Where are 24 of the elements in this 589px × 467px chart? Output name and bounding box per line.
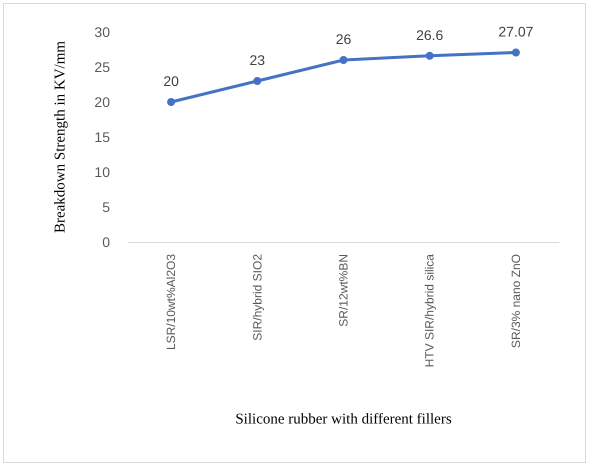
y-axis-title: Breakdown Strength in KV/mm	[52, 40, 68, 234]
data-label: 23	[250, 52, 266, 68]
y-tick-label: 10	[94, 164, 110, 180]
data-label: 20	[163, 73, 180, 89]
point	[512, 48, 520, 57]
data-label: 26	[336, 31, 352, 47]
x-axis-title: Silicone rubber with different fillers	[235, 412, 452, 428]
y-tick-label: 15	[94, 129, 110, 145]
y-tick-label: 5	[102, 199, 110, 215]
x-tick-label: SR/3% nano ZnO	[508, 254, 523, 348]
point	[426, 52, 434, 60]
data-label: 27.07	[498, 24, 534, 40]
data-label: 26.6	[416, 26, 444, 43]
y-tick-label: 20	[94, 94, 110, 110]
x-tick-label: LSR/10wt%Al2O3	[164, 254, 178, 350]
point	[253, 77, 262, 85]
y-tick-label: 25	[94, 59, 110, 75]
y-tick-label: 30	[94, 24, 110, 40]
point	[167, 98, 176, 106]
x-tick-label: SIR/hybrid SIO2	[250, 254, 264, 341]
x-tick-label: SR/12wt%BN	[336, 254, 350, 327]
y-tick-label: 0	[102, 234, 110, 250]
point	[340, 56, 348, 64]
x-tick-label: HTV SIR/hybrid silica	[422, 254, 437, 368]
